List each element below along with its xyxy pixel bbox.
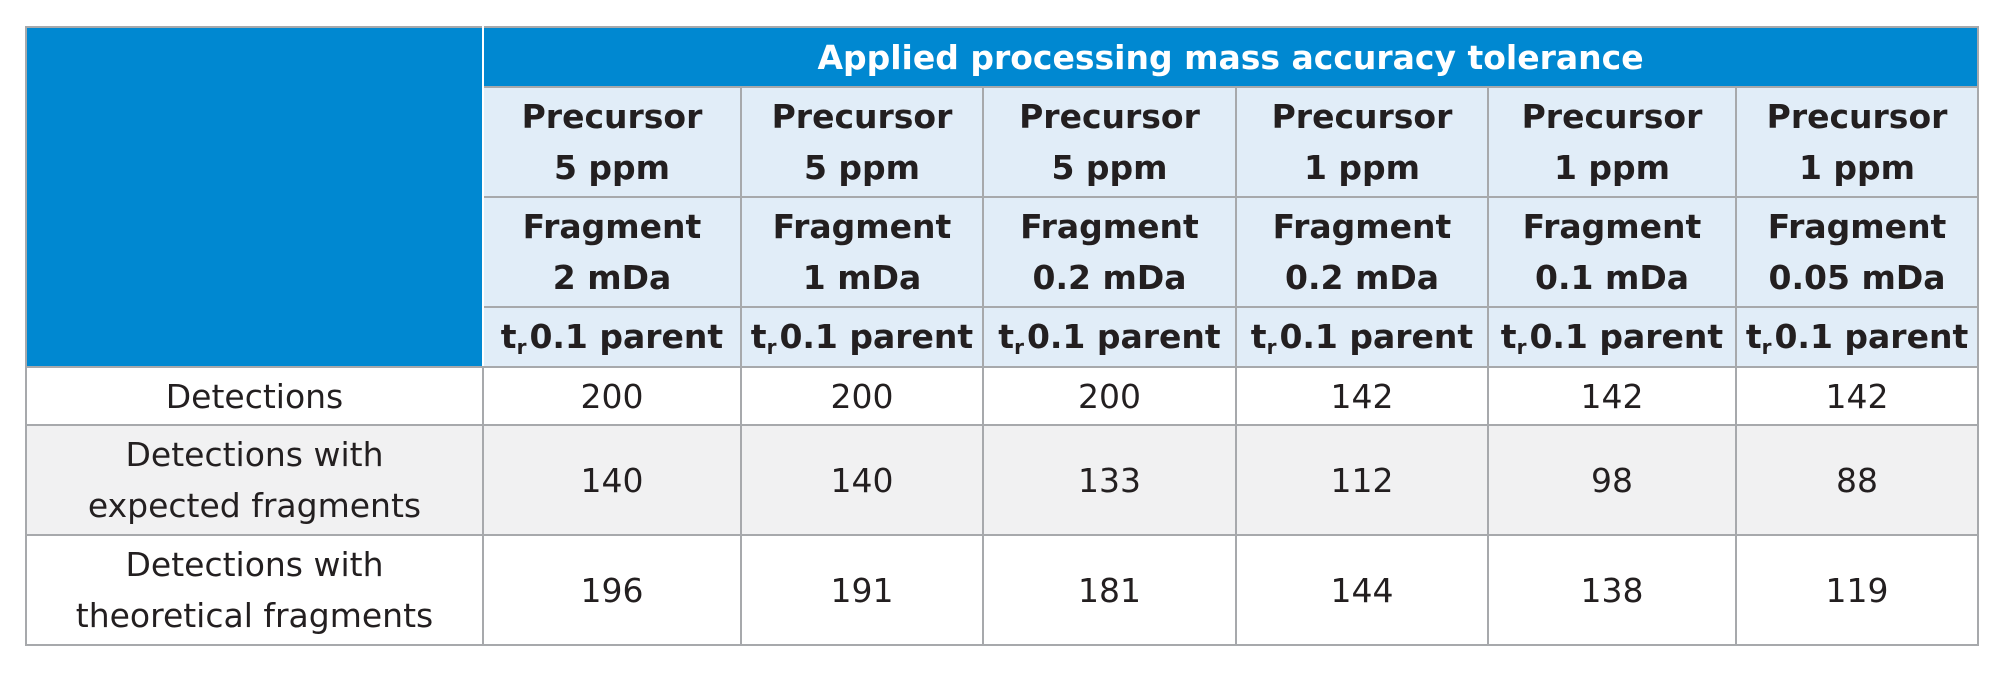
precursor-label: Precursor — [771, 97, 953, 136]
retention-header: tr0.1 parent — [1487, 306, 1737, 368]
value-cell: 119 — [1734, 534, 1980, 646]
fragment-header: Fragment 0.05 mDa — [1734, 196, 1980, 308]
row-label: Detections with expected fragments — [25, 424, 484, 536]
retention-header: tr0.1 parent — [1734, 306, 1980, 368]
row-label-line: theoretical fragments — [75, 596, 434, 635]
table-row: Detections with theoretical fragments 196… — [25, 534, 1980, 646]
tr-subscript: r — [1516, 335, 1527, 359]
value-cell: 191 — [740, 534, 984, 646]
precursor-value: 1 ppm — [1553, 148, 1671, 187]
fragment-label: Fragment — [1272, 207, 1452, 246]
precursor-label: Precursor — [521, 97, 703, 136]
tr-subscript: r — [1761, 335, 1772, 359]
fragment-label: Fragment — [1020, 207, 1199, 246]
value-cell: 138 — [1487, 534, 1737, 646]
header-row-fragment: Fragment 2 mDa Fragment 1 mDa Fragment 0.2 … — [26, 196, 1980, 308]
precursor-header: Precursor 1 ppm — [1235, 86, 1489, 198]
fragment-value: 0.2 mDa — [1285, 258, 1439, 297]
row-label-line: Detections with — [125, 545, 384, 584]
header-row-retention: tr0.1 parent tr0.1 parent tr0.1 parent t… — [26, 306, 1980, 368]
tr-subscript: r — [1266, 335, 1277, 359]
table-row: Detections with expected fragments 140 14… — [25, 424, 1980, 536]
fragment-value: 0.05 mDa — [1768, 258, 1946, 297]
precursor-label: Precursor — [1766, 97, 1948, 136]
tr-symbol: t — [1500, 317, 1517, 356]
precursor-value: 1 ppm — [1303, 148, 1421, 187]
tr-subscript: r — [516, 335, 527, 359]
corner-cell — [25, 26, 484, 368]
precursor-label: Precursor — [1271, 97, 1453, 136]
precursor-label: Precursor — [1019, 97, 1200, 136]
tr-text: 0.1 parent — [529, 317, 724, 356]
value-cell: 200 — [982, 366, 1237, 426]
results-table: Applied processing mass accuracy toleran… — [25, 26, 1980, 646]
header-row-title: Applied processing mass accuracy toleran… — [25, 26, 1980, 368]
value-cell: 200 — [482, 366, 742, 426]
fragment-header: Fragment 0.2 mDa — [982, 196, 1237, 308]
row-label-line: expected fragments — [87, 486, 422, 525]
tr-text: 0.1 parent — [1026, 317, 1221, 356]
tr-text: 0.1 parent — [1774, 317, 1969, 356]
fragment-label: Fragment — [772, 207, 952, 246]
fragment-header: Fragment 1 mDa — [740, 196, 984, 308]
table-super-header: Applied processing mass accuracy toleran… — [481, 26, 1980, 88]
fragment-header: Fragment 0.2 mDa — [1235, 196, 1489, 308]
row-label: Detections with theoretical fragments — [25, 534, 484, 646]
value-cell: 144 — [1235, 534, 1489, 646]
tr-text: 0.1 parent — [1529, 317, 1724, 356]
value-cell: 88 — [1734, 424, 1980, 536]
precursor-header: Precursor 5 ppm — [482, 86, 742, 198]
value-cell: 142 — [1734, 366, 1980, 426]
precursor-value: 5 ppm — [553, 148, 671, 187]
fragment-header: Fragment 0.1 mDa — [1487, 196, 1737, 308]
tr-subscript: r — [766, 335, 777, 359]
value-cell: 112 — [1235, 424, 1489, 536]
row-label: Detections — [25, 366, 484, 426]
tr-symbol: t — [500, 317, 517, 356]
fragment-header: Fragment 2 mDa — [482, 196, 742, 308]
value-cell: 196 — [482, 534, 742, 646]
precursor-value: 5 ppm — [803, 148, 921, 187]
precursor-header: Precursor 5 ppm — [982, 86, 1237, 198]
precursor-header: Precursor 1 ppm — [1487, 86, 1737, 198]
retention-header: tr0.1 parent — [740, 306, 984, 368]
tr-subscript: r — [1014, 335, 1024, 359]
value-cell: 142 — [1235, 366, 1489, 426]
retention-header: tr0.1 parent — [482, 306, 742, 368]
precursor-value: 5 ppm — [1051, 148, 1168, 187]
tr-symbol: t — [750, 317, 767, 356]
fragment-value: 0.2 mDa — [1032, 258, 1187, 297]
precursor-header: Precursor 5 ppm — [740, 86, 984, 198]
value-cell: 200 — [740, 366, 984, 426]
retention-header: tr0.1 parent — [1235, 306, 1489, 368]
fragment-value: 1 mDa — [802, 258, 922, 297]
tr-text: 0.1 parent — [1279, 317, 1474, 356]
tr-symbol: t — [1250, 317, 1267, 356]
precursor-value: 1 ppm — [1798, 148, 1916, 187]
fragment-label: Fragment — [1767, 207, 1947, 246]
precursor-label: Precursor — [1521, 97, 1703, 136]
row-label-line: Detections with — [125, 435, 384, 474]
value-cell: 142 — [1487, 366, 1737, 426]
value-cell: 140 — [740, 424, 984, 536]
value-cell: 98 — [1487, 424, 1737, 536]
precursor-header: Precursor 1 ppm — [1734, 86, 1980, 198]
retention-header: tr0.1 parent — [982, 306, 1237, 368]
fragment-value: 0.1 mDa — [1535, 258, 1689, 297]
row-label-line: Detections — [165, 376, 344, 416]
fragment-value: 2 mDa — [552, 258, 672, 297]
tr-symbol: t — [998, 317, 1015, 356]
header-row-precursor: Precursor 5 ppm Precursor 5 ppm Precursor 5… — [26, 86, 1980, 198]
value-cell: 133 — [982, 424, 1237, 536]
fragment-label: Fragment — [522, 207, 702, 246]
table-row: Detections 200 200 200 142 142 142 — [25, 366, 1980, 426]
tr-symbol: t — [1745, 317, 1762, 356]
value-cell: 181 — [982, 534, 1237, 646]
fragment-label: Fragment — [1522, 207, 1702, 246]
tr-text: 0.1 parent — [779, 317, 974, 356]
value-cell: 140 — [482, 424, 742, 536]
